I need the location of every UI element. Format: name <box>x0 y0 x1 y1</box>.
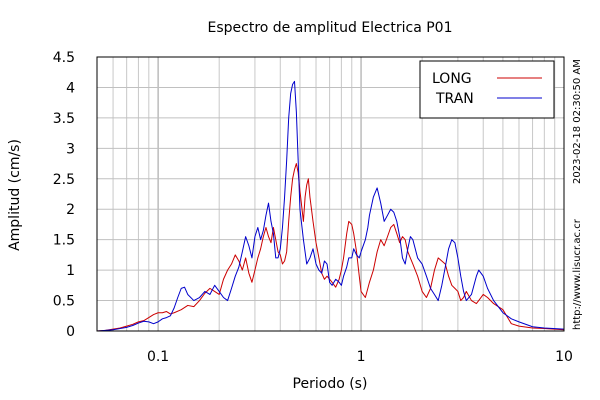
legend: LONG TRAN <box>419 60 555 119</box>
y-tick-label: 3 <box>66 141 75 157</box>
y-tick-label: 2 <box>66 202 75 218</box>
y-tick-label: 4.5 <box>53 50 75 66</box>
y-tick-label: 0.5 <box>53 294 75 310</box>
x-tick-label: 10 <box>555 349 573 365</box>
plot-frame <box>96 56 565 332</box>
y-tick-label: 4 <box>66 80 75 96</box>
x-tick-label: 1 <box>357 349 366 365</box>
y-tick-label: 1 <box>66 263 75 279</box>
y-tick-label: 2.5 <box>53 172 75 188</box>
series-line-long <box>96 163 565 332</box>
legend-label-long: LONG <box>432 71 472 87</box>
y-tick-label: 3.5 <box>53 111 75 127</box>
y-tick-labels: 0 0.5 1 1.5 2 2.5 3 3.5 4 4.5 <box>53 50 75 340</box>
legend-box <box>419 60 555 119</box>
series-layer <box>96 80 565 332</box>
x-axis-label: Periodo (s) <box>293 376 368 392</box>
series-line-tran <box>96 80 565 332</box>
minor-grid <box>112 57 556 331</box>
source-url-annotation: http://www.lisucr.ac.cr <box>572 218 583 330</box>
x-tick-labels: 0.1 1 10 <box>147 349 573 365</box>
y-axis-label: Amplitud (cm/s) <box>7 139 23 251</box>
timestamp-annotation: 2023-02-18 02:30:50 AM <box>572 59 583 184</box>
chart-title: Espectro de amplitud Electrica P01 <box>208 20 453 36</box>
y-tick-label: 1.5 <box>53 233 75 249</box>
y-tick-label: 0 <box>66 324 75 340</box>
x-tick-label: 0.1 <box>147 349 169 365</box>
legend-label-tran: TRAN <box>435 91 474 107</box>
